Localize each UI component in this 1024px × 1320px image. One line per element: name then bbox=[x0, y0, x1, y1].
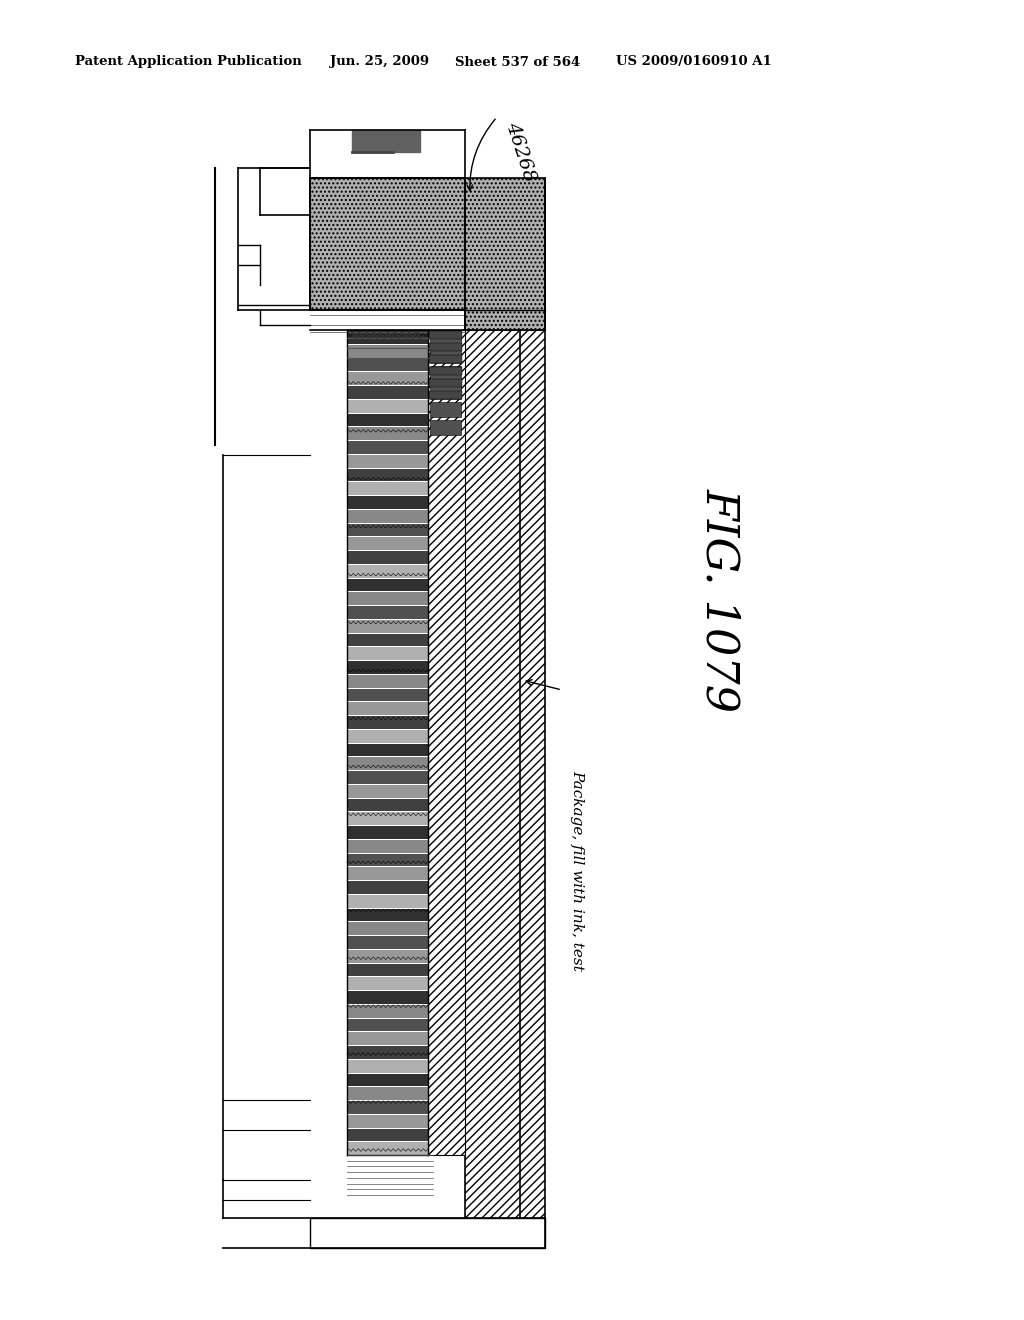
Bar bbox=[347, 578, 428, 591]
Bar bbox=[347, 964, 428, 977]
Bar bbox=[347, 675, 428, 688]
Bar bbox=[347, 882, 428, 894]
Bar bbox=[347, 345, 428, 358]
Bar bbox=[347, 950, 428, 962]
Bar bbox=[430, 330, 461, 345]
Bar bbox=[429, 379, 462, 387]
Bar bbox=[347, 1142, 428, 1155]
Text: Sheet 537 of 564: Sheet 537 of 564 bbox=[455, 55, 581, 69]
Bar bbox=[347, 689, 428, 701]
Bar bbox=[347, 331, 428, 343]
Bar bbox=[347, 359, 428, 371]
Bar bbox=[347, 413, 428, 426]
Bar bbox=[347, 1101, 428, 1114]
Bar bbox=[347, 496, 428, 508]
Bar bbox=[347, 895, 428, 908]
Bar bbox=[347, 923, 428, 935]
Bar bbox=[347, 400, 428, 412]
Bar bbox=[347, 771, 428, 784]
Bar bbox=[429, 367, 462, 375]
Bar bbox=[429, 355, 462, 363]
Bar bbox=[347, 385, 428, 399]
Bar bbox=[347, 537, 428, 550]
Bar bbox=[347, 661, 428, 673]
Bar bbox=[347, 441, 428, 454]
Bar bbox=[347, 1045, 428, 1059]
Bar bbox=[347, 1060, 428, 1072]
Bar bbox=[347, 1032, 428, 1045]
Bar bbox=[347, 1088, 428, 1100]
Bar bbox=[347, 867, 428, 880]
Bar bbox=[429, 331, 462, 339]
Bar bbox=[465, 178, 545, 330]
Text: Jun. 25, 2009: Jun. 25, 2009 bbox=[330, 55, 429, 69]
Bar bbox=[347, 1115, 428, 1127]
Bar bbox=[347, 840, 428, 853]
Bar bbox=[465, 330, 545, 1247]
Bar bbox=[347, 565, 428, 578]
Bar bbox=[347, 620, 428, 632]
Bar bbox=[430, 366, 461, 381]
Bar bbox=[347, 606, 428, 619]
Bar bbox=[347, 510, 428, 523]
Bar bbox=[429, 343, 462, 351]
Bar bbox=[347, 372, 428, 385]
Text: Package, fill with ink, test: Package, fill with ink, test bbox=[570, 770, 584, 970]
Bar bbox=[347, 455, 428, 467]
Bar bbox=[347, 469, 428, 482]
Bar bbox=[347, 593, 428, 605]
Bar bbox=[430, 384, 461, 399]
Bar bbox=[428, 330, 465, 1155]
Text: FIG. 1079: FIG. 1079 bbox=[698, 488, 741, 711]
Bar bbox=[347, 1073, 428, 1086]
Bar bbox=[347, 799, 428, 812]
Bar bbox=[347, 634, 428, 647]
Bar bbox=[347, 936, 428, 949]
Bar bbox=[347, 1005, 428, 1018]
Bar bbox=[347, 524, 428, 536]
Bar bbox=[429, 391, 462, 399]
Bar bbox=[347, 854, 428, 866]
Bar bbox=[347, 482, 428, 495]
Bar bbox=[347, 908, 428, 921]
Bar bbox=[347, 428, 428, 440]
Bar bbox=[347, 758, 428, 770]
Bar bbox=[347, 826, 428, 838]
Bar bbox=[430, 420, 461, 436]
Bar bbox=[310, 178, 465, 310]
Bar bbox=[310, 1218, 545, 1247]
Bar bbox=[347, 785, 428, 797]
Text: US 2009/0160910 A1: US 2009/0160910 A1 bbox=[616, 55, 772, 69]
Bar bbox=[430, 348, 461, 363]
Bar bbox=[347, 647, 428, 660]
Bar bbox=[347, 812, 428, 825]
Bar bbox=[347, 991, 428, 1003]
Bar bbox=[347, 702, 428, 715]
Bar bbox=[347, 552, 428, 564]
Text: 46268: 46268 bbox=[502, 120, 539, 185]
Bar bbox=[430, 403, 461, 417]
Bar bbox=[347, 730, 428, 742]
Bar bbox=[347, 715, 428, 729]
Bar bbox=[347, 1129, 428, 1142]
Bar bbox=[347, 977, 428, 990]
Bar bbox=[347, 1019, 428, 1031]
Bar bbox=[347, 743, 428, 756]
Text: Patent Application Publication: Patent Application Publication bbox=[75, 55, 302, 69]
